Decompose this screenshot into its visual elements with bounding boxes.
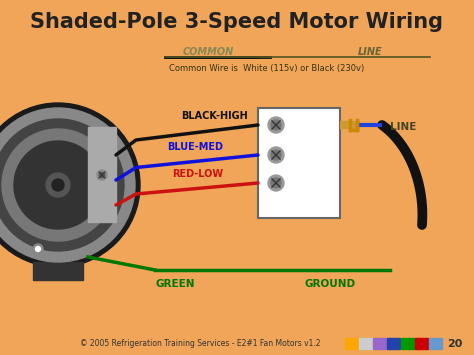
Bar bbox=[33, 262, 83, 280]
Text: LINE: LINE bbox=[390, 122, 416, 132]
Bar bbox=[345, 338, 358, 349]
Circle shape bbox=[271, 120, 281, 130]
Text: RED-LOW: RED-LOW bbox=[173, 169, 224, 179]
Text: Common Wire is  White (115v) or Black (230v): Common Wire is White (115v) or Black (23… bbox=[169, 64, 365, 72]
Circle shape bbox=[52, 179, 64, 191]
Bar bbox=[359, 338, 372, 349]
Circle shape bbox=[0, 119, 124, 251]
Circle shape bbox=[100, 173, 104, 178]
Circle shape bbox=[0, 103, 140, 267]
Circle shape bbox=[268, 147, 284, 163]
Circle shape bbox=[97, 170, 107, 180]
Circle shape bbox=[33, 244, 43, 254]
Circle shape bbox=[268, 117, 284, 133]
Bar bbox=[415, 338, 428, 349]
Circle shape bbox=[271, 150, 281, 160]
Bar bbox=[387, 338, 400, 349]
Text: BLUE-MED: BLUE-MED bbox=[167, 142, 223, 152]
Circle shape bbox=[14, 141, 102, 229]
Text: BLACK-HIGH: BLACK-HIGH bbox=[182, 111, 248, 121]
Text: GROUND: GROUND bbox=[304, 279, 356, 289]
Circle shape bbox=[46, 173, 70, 197]
Circle shape bbox=[36, 246, 40, 251]
Circle shape bbox=[271, 178, 281, 188]
Bar bbox=[401, 338, 414, 349]
Text: COMMON: COMMON bbox=[182, 47, 234, 57]
Circle shape bbox=[0, 108, 135, 262]
Circle shape bbox=[2, 129, 114, 241]
Text: © 2005 Refrigeration Training Services - E2#1 Fan Motors v1.2: © 2005 Refrigeration Training Services -… bbox=[80, 339, 320, 349]
Bar bbox=[258, 108, 340, 218]
Bar bbox=[88, 127, 116, 222]
Text: GREEN: GREEN bbox=[155, 279, 195, 289]
Bar bbox=[373, 338, 386, 349]
Bar bbox=[429, 338, 442, 349]
Text: LINE: LINE bbox=[358, 47, 383, 57]
Text: Shaded-Pole 3-Speed Motor Wiring: Shaded-Pole 3-Speed Motor Wiring bbox=[30, 12, 444, 32]
Text: 20: 20 bbox=[447, 339, 463, 349]
Circle shape bbox=[268, 175, 284, 191]
